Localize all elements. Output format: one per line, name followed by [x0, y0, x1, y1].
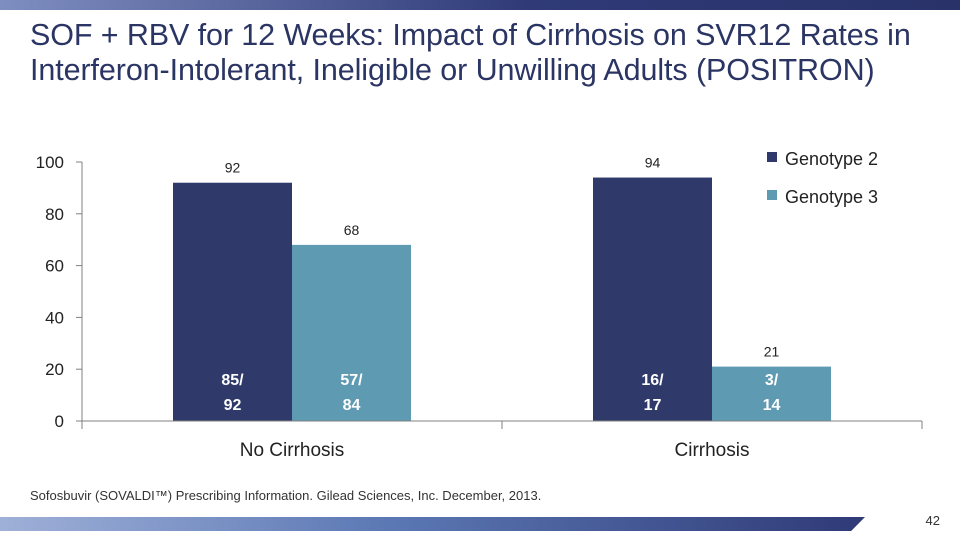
data-label: 92 [225, 160, 241, 176]
bottom-accent-bar [0, 517, 865, 531]
legend-swatch [767, 190, 777, 200]
legend-label: Genotype 3 [785, 187, 878, 207]
y-tick-label: 100 [36, 153, 64, 172]
bar-fraction-label: 16/ [641, 372, 664, 389]
bar-fraction-label: 92 [224, 397, 242, 414]
y-tick-label: 60 [45, 257, 64, 276]
bar-fraction-label: 14 [763, 397, 781, 414]
page-number: 42 [925, 513, 940, 528]
footnote: Sofosbuvir (SOVALDI™) Prescribing Inform… [30, 488, 542, 503]
data-label: 68 [344, 222, 360, 238]
bar-fraction-label: 17 [644, 397, 662, 414]
bar [292, 244, 411, 421]
y-tick-label: 80 [45, 205, 64, 224]
bar [712, 366, 831, 421]
data-label: 21 [764, 344, 780, 360]
bar [593, 177, 712, 421]
legend-swatch [767, 152, 777, 162]
x-tick-label: Cirrhosis [675, 440, 750, 461]
bar-fraction-label: 84 [343, 397, 361, 414]
y-tick-label: 0 [55, 412, 64, 431]
y-tick-label: 40 [45, 308, 64, 327]
bar-fraction-label: 85/ [221, 372, 244, 389]
top-accent-bar [0, 0, 960, 10]
legend-label: Genotype 2 [785, 149, 878, 169]
y-tick-label: 20 [45, 360, 64, 379]
bar [173, 182, 292, 421]
bar-fraction-label: 57/ [340, 372, 363, 389]
x-tick-label: No Cirrhosis [240, 440, 345, 461]
slide-title: SOF + RBV for 12 Weeks: Impact of Cirrho… [30, 18, 911, 87]
bar-chart: 0 20 40 60 80 100 92 85/92 68 57/84 No Cirrhosis 94… [36, 149, 923, 461]
data-label: 94 [645, 155, 661, 171]
bar-fraction-label: 3/ [765, 372, 779, 389]
